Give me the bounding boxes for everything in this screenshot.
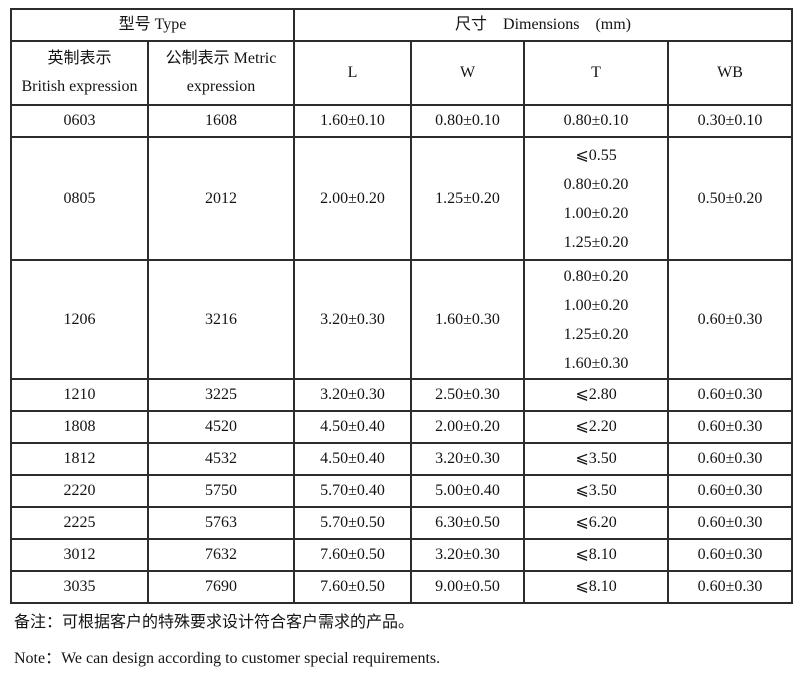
cell-l: 4.50±0.40 (293, 442, 413, 476)
cell-w: 0.80±0.10 (410, 104, 526, 138)
column-header-wb: WB (667, 40, 794, 106)
cell-t-line: ⩽0.55 (575, 146, 617, 164)
column-header-metric: 公制表示 Metric expression (146, 40, 296, 106)
cell-l: 5.70±0.40 (293, 474, 413, 508)
cell-metric: 5750 (146, 474, 296, 508)
cell-wb: 0.60±0.30 (667, 410, 794, 444)
table-row-1812: 1812 4532 4.50±0.40 3.20±0.30 ⩽3.50 0.60… (10, 442, 794, 476)
cell-l: 5.70±0.50 (293, 506, 413, 540)
cell-british: 1206 (10, 259, 149, 380)
cell-t: ⩽3.50 (523, 442, 670, 476)
cell-l: 4.50±0.40 (293, 410, 413, 444)
cell-metric: 7690 (146, 570, 296, 604)
column-header-british-zh: 英制表示 (47, 50, 112, 67)
table-row-1206: 1206 3216 3.20±0.30 1.60±0.30 0.80±0.20 … (10, 259, 794, 380)
cell-t-line: 1.25±0.20 (563, 325, 629, 343)
table-row-3012: 3012 7632 7.60±0.50 3.20±0.30 ⩽8.10 0.60… (10, 538, 794, 572)
type-group-header: 型号 Type (9, 8, 296, 42)
note-english: Note：We can design according to customer… (14, 650, 441, 667)
table-row-3035: 3035 7690 7.60±0.50 9.00±0.50 ⩽8.10 0.60… (10, 570, 794, 604)
table-row-0603: 0603 1608 1.60±0.10 0.80±0.10 0.80±0.10 … (10, 104, 794, 138)
footer-notes: 备注：可根据客户的特殊要求设计符合客户需求的产品。 Note：We can de… (14, 613, 784, 669)
column-header-british: 英制表示 British expression (10, 40, 149, 106)
table-row-1210: 1210 3225 3.20±0.30 2.50±0.30 ⩽2.80 0.60… (10, 378, 794, 412)
cell-wb: 0.50±0.20 (667, 136, 794, 261)
cell-w: 1.60±0.30 (410, 259, 526, 380)
group-header-row: 型号 Type 尺寸 Dimensions (mm) (9, 8, 794, 42)
cell-wb: 0.30±0.10 (667, 104, 794, 138)
column-header-t: T (523, 40, 670, 106)
cell-t: 0.80±0.20 1.00±0.20 1.25±0.20 1.60±0.30 (523, 259, 670, 380)
cell-t-line: 0.80±0.20 (563, 267, 629, 285)
table-row-2220: 2220 5750 5.70±0.40 5.00±0.40 ⩽3.50 0.60… (10, 474, 794, 508)
cell-british: 1210 (10, 378, 149, 412)
cell-metric: 7632 (146, 538, 296, 572)
cell-british: 2225 (10, 506, 149, 540)
table-row-0805: 0805 2012 2.00±0.20 1.25±0.20 ⩽0.55 0.80… (10, 136, 794, 261)
cell-l: 3.20±0.30 (293, 378, 413, 412)
cell-w: 9.00±0.50 (410, 570, 526, 604)
cell-t: ⩽6.20 (523, 506, 670, 540)
cell-w: 2.00±0.20 (410, 410, 526, 444)
cell-wb: 0.60±0.30 (667, 259, 794, 380)
cell-wb: 0.60±0.30 (667, 506, 794, 540)
cell-metric: 4532 (146, 442, 296, 476)
cell-wb: 0.60±0.30 (667, 474, 794, 508)
dimensions-spec-table: 型号 Type 尺寸 Dimensions (mm) 英制表示 British … (9, 8, 794, 604)
cell-l: 3.20±0.30 (293, 259, 413, 380)
cell-t: ⩽2.80 (523, 378, 670, 412)
cell-metric: 4520 (146, 410, 296, 444)
cell-w: 1.25±0.20 (410, 136, 526, 261)
cell-british: 3012 (10, 538, 149, 572)
cell-t: ⩽8.10 (523, 538, 670, 572)
cell-british: 1808 (10, 410, 149, 444)
cell-british: 0805 (10, 136, 149, 261)
cell-wb: 0.60±0.30 (667, 538, 794, 572)
cell-t-line: 1.60±0.30 (563, 354, 629, 372)
cell-t-line: 1.25±0.20 (563, 233, 629, 251)
cell-w: 3.20±0.30 (410, 538, 526, 572)
column-header-row: 英制表示 British expression 公制表示 Metric expr… (10, 40, 794, 106)
cell-w: 3.20±0.30 (410, 442, 526, 476)
cell-metric: 5763 (146, 506, 296, 540)
cell-british: 0603 (10, 104, 149, 138)
dimensions-group-header: 尺寸 Dimensions (mm) (293, 8, 794, 42)
column-header-w: W (410, 40, 526, 106)
cell-l: 1.60±0.10 (293, 104, 413, 138)
column-header-metric-line2: expression (186, 78, 256, 95)
cell-t-line: 1.00±0.20 (563, 296, 629, 314)
cell-w: 2.50±0.30 (410, 378, 526, 412)
cell-w: 5.00±0.40 (410, 474, 526, 508)
cell-t: 0.80±0.10 (523, 104, 670, 138)
cell-l: 7.60±0.50 (293, 570, 413, 604)
cell-w: 6.30±0.50 (410, 506, 526, 540)
cell-metric: 3225 (146, 378, 296, 412)
cell-british: 3035 (10, 570, 149, 604)
note-chinese: 备注：可根据客户的特殊要求设计符合客户需求的产品。 (14, 614, 415, 631)
cell-l: 7.60±0.50 (293, 538, 413, 572)
cell-wb: 0.60±0.30 (667, 442, 794, 476)
cell-t: ⩽0.55 0.80±0.20 1.00±0.20 1.25±0.20 (523, 136, 670, 261)
cell-t-line: 0.80±0.20 (563, 175, 629, 193)
table-row-1808: 1808 4520 4.50±0.40 2.00±0.20 ⩽2.20 0.60… (10, 410, 794, 444)
cell-l: 2.00±0.20 (293, 136, 413, 261)
cell-metric: 2012 (146, 136, 296, 261)
cell-metric: 1608 (146, 104, 296, 138)
column-header-metric-line1: 公制表示 Metric (165, 50, 277, 67)
cell-metric: 3216 (146, 259, 296, 380)
cell-t-line: 1.00±0.20 (563, 204, 629, 222)
cell-t: ⩽8.10 (523, 570, 670, 604)
cell-t: ⩽2.20 (523, 410, 670, 444)
column-header-british-en: British expression (21, 78, 138, 95)
column-header-l: L (293, 40, 413, 106)
cell-british: 1812 (10, 442, 149, 476)
cell-t: ⩽3.50 (523, 474, 670, 508)
cell-wb: 0.60±0.30 (667, 570, 794, 604)
cell-british: 2220 (10, 474, 149, 508)
cell-wb: 0.60±0.30 (667, 378, 794, 412)
table-row-2225: 2225 5763 5.70±0.50 6.30±0.50 ⩽6.20 0.60… (10, 506, 794, 540)
